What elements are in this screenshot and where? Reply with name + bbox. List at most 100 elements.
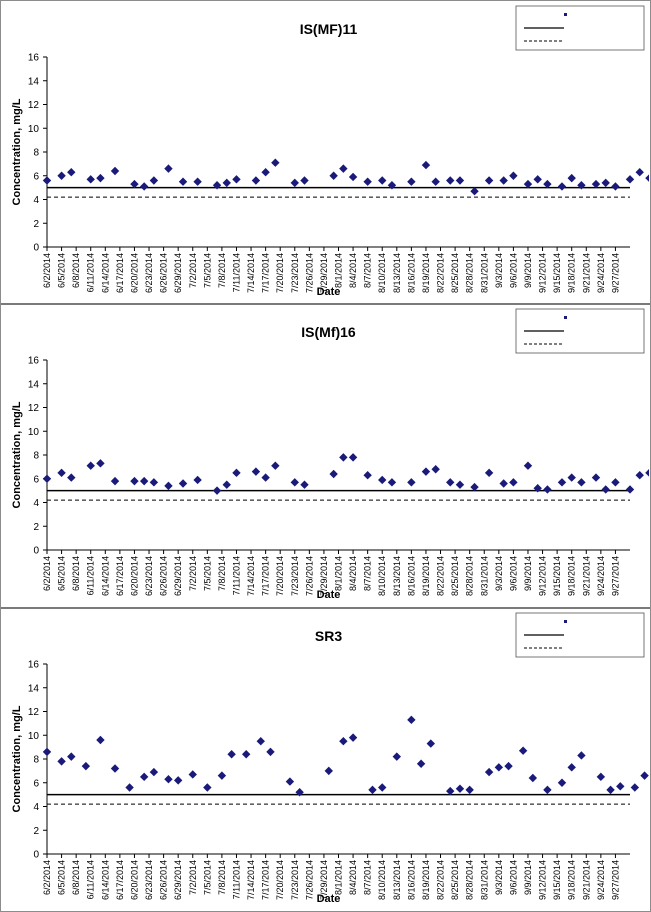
y-tick-label: 2: [33, 219, 39, 230]
data-point: [567, 173, 576, 183]
data-point: [635, 470, 644, 480]
data-point: [42, 747, 52, 757]
x-tick-label: 8/25/2014: [450, 860, 460, 900]
data-point: [407, 715, 416, 725]
data-point: [455, 176, 465, 185]
x-tick-label: 8/4/2014: [348, 253, 358, 288]
x-tick-label: 6/11/2014: [86, 860, 96, 899]
x-tick-label: 9/6/2014: [508, 860, 518, 895]
x-tick-label: 8/28/2014: [465, 253, 475, 293]
x-tick-label: 8/19/2014: [421, 860, 431, 900]
data-point: [523, 179, 533, 189]
x-tick-label: 8/25/2014: [450, 556, 460, 596]
y-tick-label: 8: [33, 755, 39, 766]
x-tick-label: 9/9/2014: [523, 556, 533, 591]
x-tick-label: 9/6/2014: [508, 253, 518, 288]
data-point: [378, 475, 387, 485]
data-point: [86, 461, 95, 470]
data-point: [339, 453, 348, 462]
y-tick-label: 12: [28, 403, 40, 414]
x-tick-label: 7/17/2014: [261, 556, 271, 596]
data-point: [499, 176, 508, 185]
data-point: [533, 175, 542, 184]
legend-marker-diamond: [564, 13, 567, 16]
legend: [515, 612, 645, 658]
data-point: [504, 761, 513, 771]
y-tick-label: 10: [28, 124, 40, 135]
x-tick-label: 7/20/2014: [275, 253, 285, 293]
data-point: [363, 177, 372, 186]
x-tick-label: 7/17/2014: [261, 253, 271, 293]
data-point: [241, 750, 251, 759]
data-point: [203, 783, 212, 792]
data-point: [635, 167, 644, 177]
data-point: [222, 480, 231, 489]
data-point: [567, 473, 576, 482]
x-tick-label: 6/20/2014: [129, 253, 139, 293]
data-point: [329, 469, 338, 479]
data-point: [645, 174, 649, 182]
y-tick-label: 4: [33, 802, 39, 813]
x-tick-label: 9/6/2014: [508, 556, 518, 591]
x-tick-label: 6/26/2014: [159, 556, 169, 596]
data-point: [518, 746, 528, 755]
chart-svg: IS(MF)11 0 2 4 6 8 10 12 14 16 Concentration, mg/L…: [11, 5, 649, 298]
data-point: [494, 763, 504, 772]
data-point: [577, 478, 586, 487]
data-point: [611, 182, 620, 191]
x-tick-label: 6/29/2014: [173, 253, 183, 293]
x-tick-label: 8/22/2014: [436, 253, 446, 293]
data-point: [188, 770, 197, 779]
x-tick-label: 6/14/2014: [100, 860, 110, 900]
data-point: [42, 176, 52, 185]
x-tick-label: 7/14/2014: [246, 860, 256, 900]
data-point: [484, 176, 494, 185]
data-point: [577, 751, 586, 760]
x-tick-label: 9/24/2014: [596, 860, 606, 900]
x-tick-label: 8/13/2014: [392, 253, 402, 293]
x-tick-label: 7/11/2014: [231, 253, 241, 292]
x-tick-label: 8/25/2014: [450, 253, 460, 293]
data-point: [57, 757, 66, 766]
data-point: [232, 175, 241, 184]
x-tick-label: 9/3/2014: [494, 253, 504, 288]
x-tick-label: 7/26/2014: [304, 253, 314, 293]
x-tick-label: 9/18/2014: [567, 556, 577, 596]
data-point: [611, 478, 620, 487]
x-tick-label: 7/20/2014: [275, 556, 285, 596]
y-tick-label: 8: [33, 451, 39, 462]
data-point: [640, 771, 649, 780]
panel-divider: [1, 607, 650, 609]
x-tick-label: 8/7/2014: [363, 556, 373, 591]
data-point: [557, 778, 567, 787]
data-point: [164, 164, 173, 173]
x-tick-label: 7/8/2014: [217, 860, 227, 895]
x-axis-label: Date: [317, 893, 341, 905]
y-tick-label: 12: [28, 100, 40, 111]
chart-svg: SR3 0 2 4 6 8 10 12 14 16 Concentration, mg/L 6/2/2…: [11, 612, 649, 905]
data-point: [596, 772, 606, 782]
data-point: [426, 739, 436, 748]
x-tick-label: 8/16/2014: [406, 253, 416, 293]
data-point: [557, 478, 567, 487]
data-point: [300, 176, 309, 185]
data-point: [130, 179, 139, 189]
chart-svg: IS(Mf)16 0 2 4 6 8 10 12 14 16 Concentration, mg/L…: [11, 308, 649, 601]
x-tick-label: 6/5/2014: [57, 860, 67, 895]
x-tick-label: 8/10/2014: [377, 860, 387, 900]
x-tick-label: 7/2/2014: [188, 860, 198, 895]
x-tick-label: 7/2/2014: [188, 253, 198, 288]
x-tick-label: 8/19/2014: [421, 253, 431, 293]
x-tick-label: 7/23/2014: [290, 556, 300, 596]
x-tick-label: 8/22/2014: [436, 860, 446, 900]
data-point: [348, 453, 358, 462]
x-tick-label: 9/9/2014: [523, 860, 533, 895]
y-tick-label: 2: [33, 826, 39, 837]
x-tick-label: 6/29/2014: [173, 860, 183, 900]
x-tick-label: 8/10/2014: [377, 556, 387, 596]
y-tick-label: 6: [33, 778, 39, 789]
data-point: [465, 785, 474, 795]
x-tick-label: 6/17/2014: [115, 556, 125, 596]
data-point: [416, 759, 426, 768]
